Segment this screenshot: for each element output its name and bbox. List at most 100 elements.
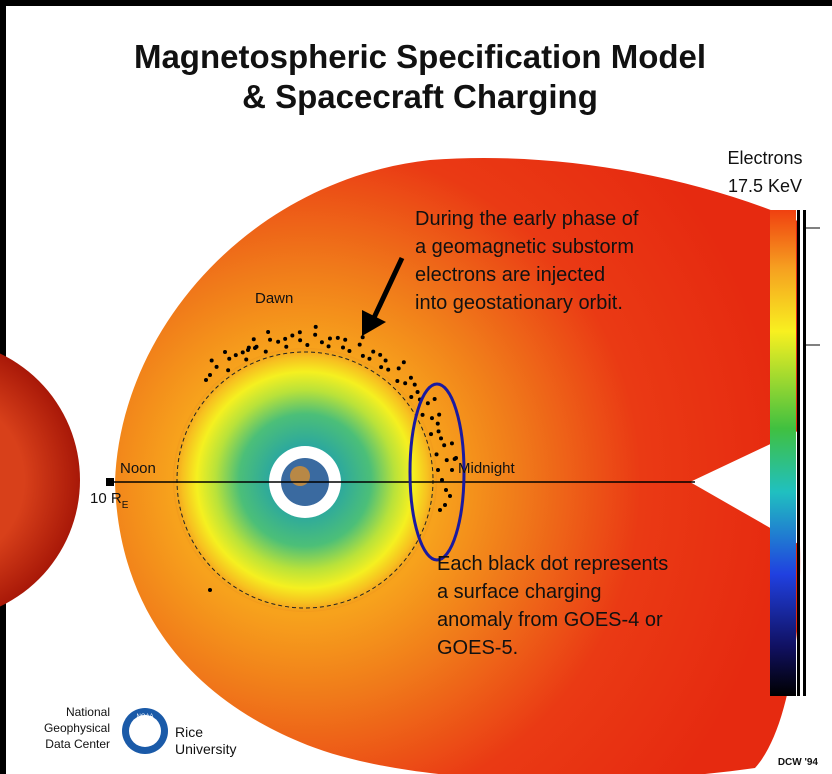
anomaly-dot xyxy=(290,333,295,338)
anomaly-dot xyxy=(263,349,268,354)
anomaly-dot xyxy=(412,382,417,387)
earth-detail xyxy=(290,466,310,486)
anomaly-dot xyxy=(341,345,346,350)
anomaly-dot xyxy=(233,353,238,358)
annotation: a geomagnetic substorm xyxy=(415,236,634,258)
anomaly-dot xyxy=(403,381,408,386)
ngdc-label: Data Center xyxy=(45,737,110,751)
anomaly-dot xyxy=(436,468,440,472)
anomaly-dot xyxy=(454,456,458,460)
anomaly-dot xyxy=(429,432,434,437)
anomaly-dot xyxy=(266,330,271,335)
sun xyxy=(0,353,80,607)
geostationary-orbit xyxy=(176,351,434,609)
colorbar xyxy=(770,210,796,696)
anomaly-dot xyxy=(438,508,442,512)
axis-marker xyxy=(106,478,114,486)
anomaly-dot xyxy=(434,452,439,457)
midnight-label: Midnight xyxy=(458,460,516,477)
anomaly-dot xyxy=(246,348,250,352)
anomaly-dot xyxy=(313,324,318,329)
anomaly-dot xyxy=(415,390,420,395)
annotation: a surface charging xyxy=(437,581,602,603)
anomaly-dot xyxy=(378,352,383,357)
highlight-ellipse xyxy=(408,382,466,562)
anomaly-dot xyxy=(305,342,310,347)
anomaly-dot xyxy=(395,378,400,383)
ngdc-label: Geophysical xyxy=(44,721,110,735)
anomaly-dot xyxy=(439,436,444,441)
anomaly-dot xyxy=(208,588,212,592)
anomaly-dot xyxy=(223,349,228,354)
colorbar-label: 17.5 KeV xyxy=(728,176,802,196)
anomaly-dot xyxy=(442,443,447,448)
anomaly-dot xyxy=(432,396,437,401)
anomaly-dot xyxy=(226,368,231,373)
anomaly-dot xyxy=(227,356,232,361)
anomaly-dot xyxy=(208,373,212,377)
title: Magnetospheric Specification Model xyxy=(134,38,706,75)
anomaly-dot xyxy=(425,401,430,406)
anomaly-dot xyxy=(444,488,448,492)
anomaly-dot xyxy=(283,336,288,341)
anomaly-dot xyxy=(396,366,401,371)
anomaly-dot xyxy=(448,494,452,498)
anomaly-dot xyxy=(214,364,219,369)
colorbar-edge xyxy=(797,210,800,696)
anomaly-dot xyxy=(436,429,441,434)
anomaly-dots xyxy=(204,324,458,592)
anomaly-dot xyxy=(313,332,318,337)
anomaly-dot xyxy=(360,353,365,358)
anomaly-dot xyxy=(443,503,447,507)
anomaly-dot xyxy=(386,367,391,372)
anomaly-dot xyxy=(347,348,352,353)
anomaly-dot xyxy=(437,412,442,417)
anomaly-dot xyxy=(326,344,331,349)
anomaly-dot xyxy=(420,412,425,417)
dawn-label: Dawn xyxy=(255,290,293,307)
anomaly-dot xyxy=(357,342,362,347)
anomaly-dot xyxy=(240,350,245,355)
anomaly-dot xyxy=(360,335,365,340)
anomaly-dot xyxy=(379,365,384,370)
anomaly-dot xyxy=(319,340,324,345)
anomaly-dot xyxy=(435,421,440,426)
anomaly-dot xyxy=(440,478,444,482)
anomaly-dot xyxy=(371,349,376,354)
noaa-text: NOAA xyxy=(136,714,153,720)
anomaly-dot xyxy=(383,358,388,363)
magnetosphere xyxy=(115,157,801,774)
anomaly-dot xyxy=(367,356,372,361)
anomaly-dot xyxy=(276,339,281,344)
anomaly-dot xyxy=(409,394,414,399)
rice-label: University xyxy=(175,741,236,757)
anomaly-dot xyxy=(335,335,340,340)
scale-label: 10 RE xyxy=(90,490,129,511)
arrow-shaft xyxy=(369,256,405,324)
ngdc-label: National xyxy=(66,705,110,719)
anomaly-dot xyxy=(449,441,454,446)
anomaly-dot xyxy=(408,375,413,380)
anomaly-dot xyxy=(444,458,449,463)
noon-label: Noon xyxy=(120,460,156,477)
anomaly-dot xyxy=(251,337,256,342)
anomaly-dot xyxy=(343,337,348,342)
anomaly-dot xyxy=(209,358,214,363)
anomaly-dot xyxy=(244,357,249,362)
anomaly-dot xyxy=(401,360,406,365)
annotation: electrons are injected xyxy=(415,264,605,286)
arrow-head xyxy=(362,310,386,336)
colorbar-label: Electrons xyxy=(727,148,802,168)
annotation: Each black dot represents xyxy=(437,553,668,575)
anomaly-dot xyxy=(327,336,332,341)
anomaly-dot xyxy=(204,378,208,382)
anomaly-dot xyxy=(429,416,434,421)
annotation: GOES-5. xyxy=(437,637,518,659)
annotation: During the early phase of xyxy=(415,208,639,230)
anomaly-dot xyxy=(450,468,454,472)
scale-subscript: E xyxy=(122,500,129,511)
annotation: anomaly from GOES-4 or xyxy=(437,609,663,631)
